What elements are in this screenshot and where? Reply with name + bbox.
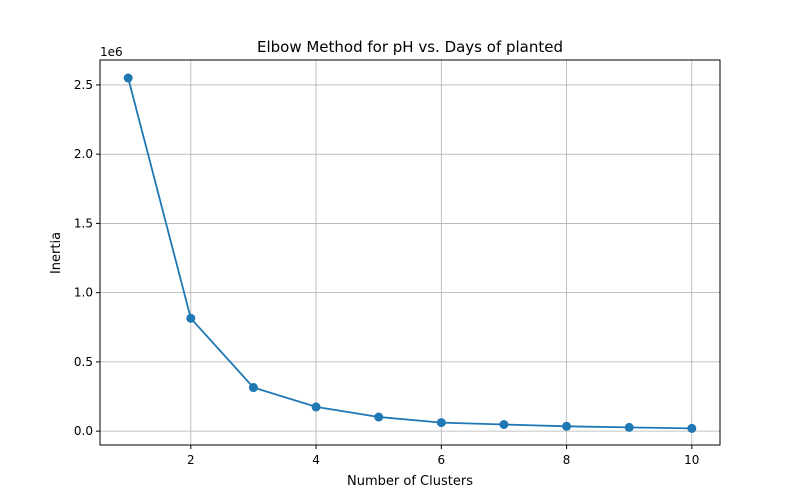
x-tick-label: 6 xyxy=(437,453,445,467)
x-tick-label: 10 xyxy=(684,453,699,467)
plot-area-frame xyxy=(99,59,721,446)
y-axis-label: Inertia xyxy=(49,232,64,274)
axis-ticks: 2 4 6 8 10 0.0 0.5 1.0 1.5 2.0 2.5 xyxy=(74,78,700,467)
y-tick-label: 2.0 xyxy=(74,147,93,161)
data-point-marker xyxy=(499,420,509,430)
y-tick-label: 0.5 xyxy=(74,355,93,369)
data-point-marker xyxy=(624,422,634,432)
data-point-marker xyxy=(186,313,196,323)
data-point-marker xyxy=(436,418,446,428)
data-point-marker xyxy=(311,402,321,412)
y-tick-label: 1.0 xyxy=(74,286,93,300)
y-axis-offset-label: 1e6 xyxy=(100,45,123,59)
x-axis-label: Number of Clusters xyxy=(347,474,473,489)
y-tick-label: 1.5 xyxy=(74,216,93,230)
data-point-marker xyxy=(374,412,384,422)
x-tick-label: 8 xyxy=(563,453,571,467)
grid-lines xyxy=(100,60,720,445)
data-point-marker xyxy=(123,73,133,83)
x-tick-label: 4 xyxy=(312,453,320,467)
data-points xyxy=(123,73,697,433)
chart-title: Elbow Method for pH vs. Days of planted xyxy=(257,38,563,56)
y-tick-label: 2.5 xyxy=(74,78,93,92)
data-point-marker xyxy=(562,421,572,431)
y-tick-label: 0.0 xyxy=(74,424,93,438)
data-point-marker xyxy=(687,423,697,433)
data-point-marker xyxy=(248,383,258,393)
inertia-series-line xyxy=(127,77,692,430)
x-tick-label: 2 xyxy=(187,453,195,467)
